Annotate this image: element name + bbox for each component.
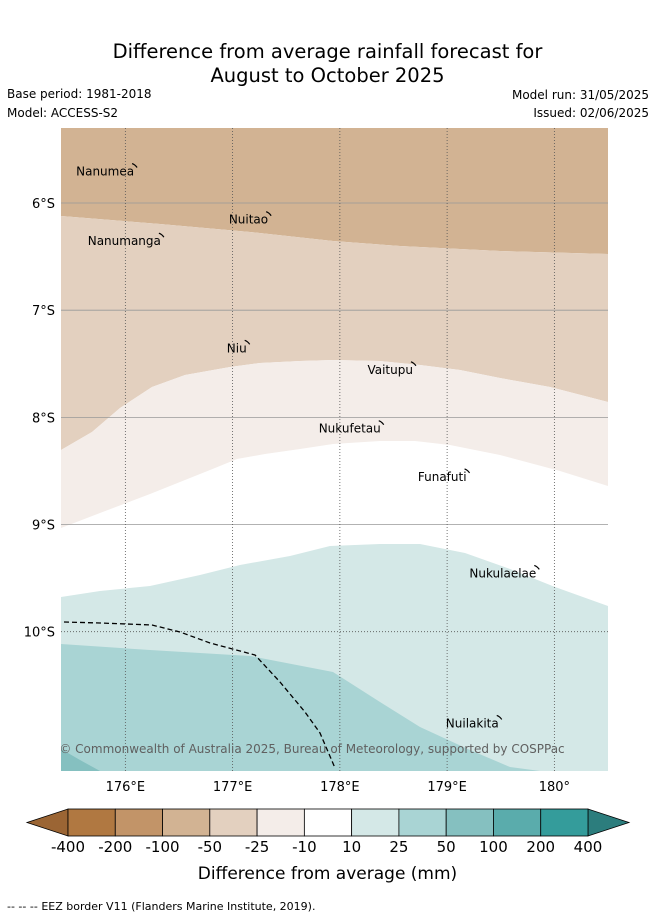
colorbar-left-arrow [25,808,69,837]
island-shape [378,420,385,426]
band-dry-10-to-25 [61,360,608,528]
gridlines [61,128,608,771]
band-wet-50-to-100 [61,749,100,771]
colorbar-tick-label: 25 [389,838,409,856]
colorbar-swatch [398,808,447,837]
band-dry-50-to-100 [61,128,608,254]
colorbar-tick-label: 50 [436,838,456,856]
eez-legend-marker: -- -- -- [7,900,38,913]
colorbar-swatch [540,808,589,837]
copyright-notice: © Commonwealth of Australia 2025, Bureau… [59,742,564,756]
colorbar-tick-label: -25 [244,838,270,856]
colorbar-tick-label: 400 [573,838,603,856]
issued-label: Issued: 02/06/2025 [533,106,649,120]
model-run-label: Model run: 31/05/2025 [511,88,649,102]
island-shape [534,564,540,570]
lon-tick-label: 177°E [213,780,253,795]
lat-tick-label: 9°S [32,519,55,534]
colorbar-tick-label: -100 [145,838,180,856]
island-label: Vaitupu [367,363,413,377]
colorbar-swatch [162,808,211,837]
base-period-label: Base period: 1981-2018 [7,87,152,101]
island-shape [410,361,417,367]
colorbar [25,808,631,837]
island-shape [158,232,165,238]
lat-tick-label: 8°S [32,411,55,426]
lat-tick-label: 10°S [24,626,55,641]
colorbar-tick-label: 100 [479,838,508,856]
eez-border [63,621,336,769]
island-layer: Nanumea Nuitao Nanumanga Niu Vaitupu Nukufeta… [76,162,540,730]
colorbar-tick-label: -50 [197,838,223,856]
island-shape [244,339,251,345]
island-shape [131,162,138,168]
lon-tick-label: 179°E [427,780,467,795]
colorbar-right-arrow [587,808,631,837]
colorbar-title: Difference from average (mm) [197,864,458,884]
island-label: Nuitao [229,213,268,227]
colorbar-tick-label: 200 [526,838,556,856]
colorbar-swatch [256,808,305,837]
colorbar-tick-label: -400 [50,838,86,856]
band-dry-25-to-50 [61,216,608,450]
title-line-1: Difference from average rainfall forecas… [112,40,543,63]
lat-tick-label: 6°S [32,197,55,212]
island-label: Niu [227,341,247,355]
island-shape [265,211,272,217]
island-label: Nuilakita [446,716,499,730]
colorbar-tick-label: 10 [342,838,362,856]
model-label: Model: ACCESS-S2 [7,106,119,120]
lat-tick-label: 7°S [32,304,55,319]
colorbar-swatch [445,808,494,837]
island-label: Nukufetau [319,422,381,436]
island-shape [464,468,471,474]
lon-tick-label: 180° [539,780,570,795]
colorbar-swatch [209,808,258,837]
colorbar-swatch [303,808,353,837]
lon-tick-label: 176°E [106,780,146,795]
colorbar-swatch [114,808,163,837]
island-label: Nukulaelae [469,566,536,580]
lon-tick-label: 178°E [320,780,360,795]
colorbar-swatch [67,808,116,837]
island-label: Funafuti [418,470,467,484]
colorbar-swatch [351,808,400,837]
map-title: Difference from average rainfall forecas… [0,40,655,88]
title-line-2: August to October 2025 [210,64,445,87]
eez-legend: -- -- -- EEZ border V11 (Flanders Marine… [7,900,315,913]
colorbar-tick-label: -200 [98,838,133,856]
island-shape [496,714,503,720]
axis-labels: 6°S 7°S 8°S 9°S 10°S 176°E 177°E 178°E 179°E 180° [24,197,570,795]
colorbar-tick-label: -10 [292,838,317,856]
island-label: Nanumanga [88,234,161,248]
colorbar-swatch [493,808,542,837]
island-label: Nanumea [76,165,134,179]
eez-legend-label: EEZ border V11 (Flanders Marine Institut… [41,900,316,913]
